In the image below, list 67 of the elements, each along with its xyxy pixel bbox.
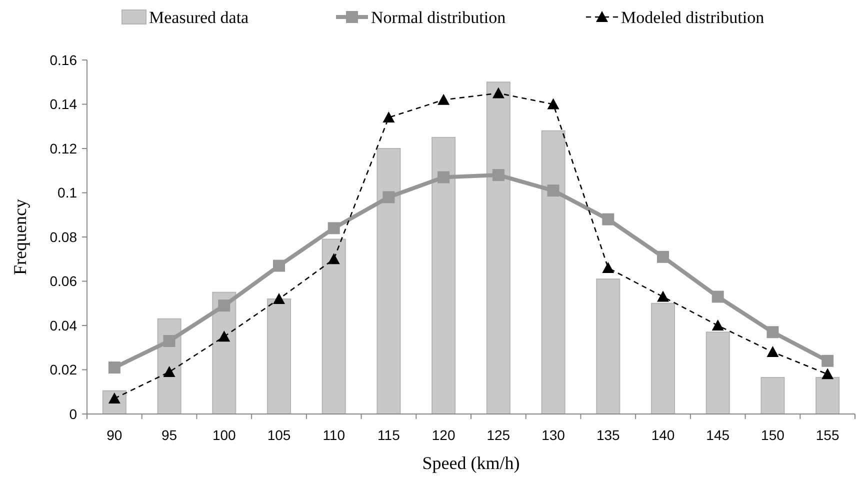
bar	[650, 302, 676, 414]
x-tick-label: 145	[706, 427, 730, 443]
y-tick-label: 0	[69, 406, 78, 422]
point	[328, 253, 340, 264]
point	[108, 362, 120, 374]
bar	[706, 332, 730, 414]
y-tick-label: 0.02	[50, 362, 78, 378]
point	[547, 184, 560, 197]
legend-label: Modeled distribution	[621, 8, 765, 27]
point	[163, 334, 176, 347]
x-tick-label: 130	[542, 427, 566, 443]
legend-label: Measured data	[149, 8, 250, 27]
y-tick-label: 0.1	[58, 184, 78, 201]
x-tick-label: 135	[596, 427, 620, 443]
x-tick-label: 140	[651, 427, 675, 443]
x-tick-label: 100	[212, 427, 236, 443]
y-axis-title: Frequency	[10, 199, 30, 275]
x-axis-title: Speed (km/h)	[422, 453, 520, 473]
x-tick-label: 125	[486, 427, 510, 443]
point	[766, 346, 779, 358]
bar	[541, 130, 566, 414]
bar	[376, 148, 401, 414]
point	[273, 292, 285, 304]
point	[657, 250, 669, 263]
y-tick-label: 0.16	[50, 52, 78, 68]
bar	[596, 278, 620, 414]
y-tick-label: 0.12	[50, 140, 78, 156]
point	[822, 354, 834, 367]
x-tick-label: 110	[322, 427, 346, 443]
bar	[322, 238, 346, 414]
point	[382, 112, 395, 123]
point	[712, 320, 724, 330]
bar	[432, 136, 456, 414]
point	[328, 222, 340, 234]
point	[766, 326, 779, 338]
point	[438, 171, 450, 184]
point	[273, 260, 285, 272]
point	[657, 290, 669, 302]
point	[218, 330, 230, 342]
x-tick-label: 120	[432, 427, 456, 443]
bar	[486, 82, 510, 414]
x-tick-label: 150	[761, 427, 785, 443]
point	[822, 368, 834, 380]
x-tick-label: 115	[378, 427, 400, 443]
point	[602, 262, 614, 273]
point	[163, 366, 176, 377]
bar	[266, 298, 292, 414]
legend-label: Normal distribution	[371, 8, 506, 27]
bar	[816, 376, 840, 414]
x-tick-label: 95	[161, 427, 178, 443]
bar	[760, 376, 785, 414]
point	[492, 169, 504, 182]
y-tick-label: 0.04	[50, 317, 78, 334]
point	[438, 94, 450, 105]
point	[382, 191, 395, 204]
x-tick-label: 90	[106, 427, 122, 443]
x-tick-label: 155	[816, 427, 840, 443]
point	[218, 300, 230, 312]
bar	[212, 292, 236, 414]
x-tick-label: 105	[267, 427, 291, 443]
point	[547, 98, 560, 110]
point	[602, 213, 614, 226]
y-tick-label: 0.14	[50, 96, 78, 112]
point	[492, 87, 504, 98]
y-tick-label: 0.08	[50, 228, 78, 245]
y-tick-label: 0.06	[50, 273, 78, 290]
point	[712, 290, 724, 303]
